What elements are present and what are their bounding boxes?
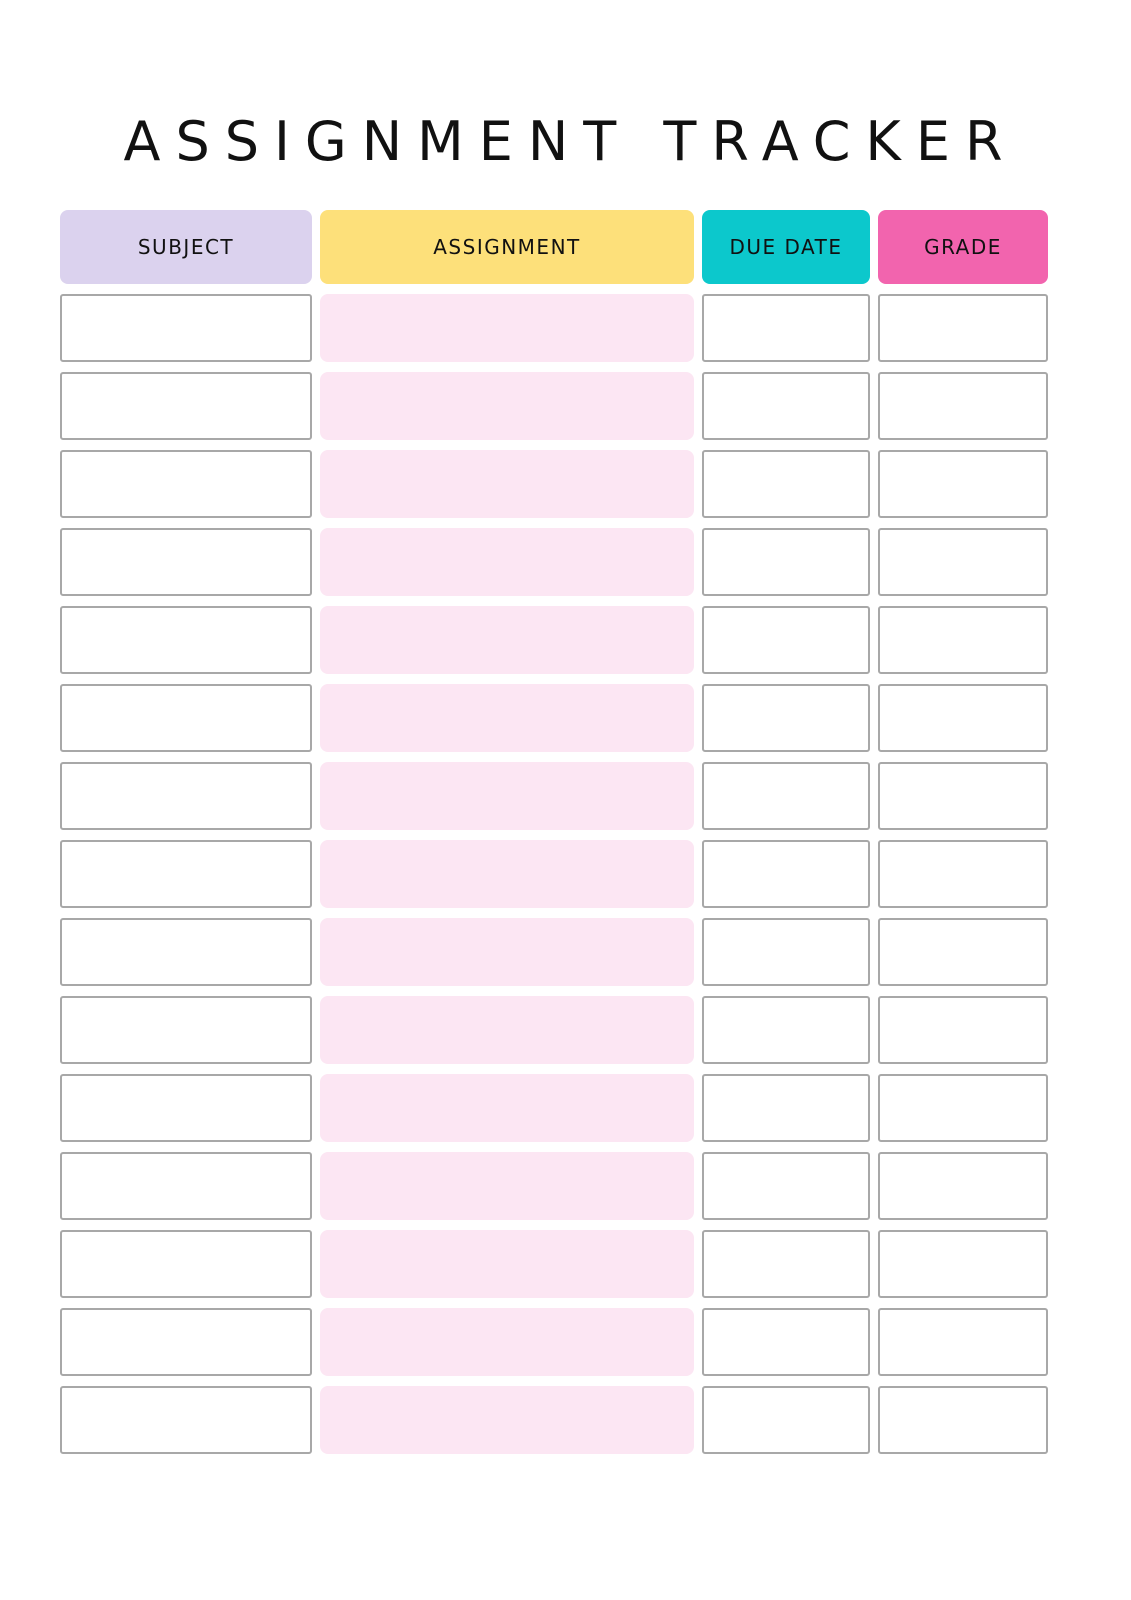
grade-cell[interactable] (878, 606, 1048, 674)
assignment-cell[interactable] (320, 684, 694, 752)
subject-cell[interactable] (60, 1230, 312, 1298)
grade-cell[interactable] (878, 1230, 1048, 1298)
subject-cell[interactable] (60, 840, 312, 908)
subject-cell[interactable] (60, 372, 312, 440)
due-date-cell[interactable] (702, 1152, 870, 1220)
assignment-cell[interactable] (320, 918, 694, 986)
assignment-cell[interactable] (320, 762, 694, 830)
grade-cell[interactable] (878, 1386, 1048, 1454)
subject-cell[interactable] (60, 684, 312, 752)
due-date-cell[interactable] (702, 372, 870, 440)
grade-cell[interactable] (878, 840, 1048, 908)
subject-cell[interactable] (60, 1152, 312, 1220)
due-date-cell[interactable] (702, 294, 870, 362)
assignment-cell[interactable] (320, 606, 694, 674)
due-date-cell[interactable] (702, 996, 870, 1064)
assignment-cell[interactable] (320, 996, 694, 1064)
grade-cell[interactable] (878, 762, 1048, 830)
grade-cell[interactable] (878, 528, 1048, 596)
grade-cell[interactable] (878, 1074, 1048, 1142)
grade-cell[interactable] (878, 372, 1048, 440)
due-date-cell[interactable] (702, 684, 870, 752)
subject-cell[interactable] (60, 450, 312, 518)
subject-cell[interactable] (60, 762, 312, 830)
column-header-due-date: DUE DATE (702, 210, 870, 284)
grade-cell[interactable] (878, 1308, 1048, 1376)
due-date-cell[interactable] (702, 1308, 870, 1376)
subject-cell[interactable] (60, 528, 312, 596)
due-date-cell[interactable] (702, 762, 870, 830)
subject-cell[interactable] (60, 1386, 312, 1454)
due-date-cell[interactable] (702, 528, 870, 596)
grade-cell[interactable] (878, 918, 1048, 986)
assignment-cell[interactable] (320, 1074, 694, 1142)
column-header-grade: GRADE (878, 210, 1048, 284)
assignment-cell[interactable] (320, 294, 694, 362)
assignment-cell[interactable] (320, 1308, 694, 1376)
assignment-cell[interactable] (320, 528, 694, 596)
subject-cell[interactable] (60, 606, 312, 674)
due-date-cell[interactable] (702, 450, 870, 518)
assignment-cell[interactable] (320, 372, 694, 440)
due-date-cell[interactable] (702, 840, 870, 908)
due-date-cell[interactable] (702, 606, 870, 674)
grade-cell[interactable] (878, 1152, 1048, 1220)
assignment-cell[interactable] (320, 450, 694, 518)
grade-cell[interactable] (878, 684, 1048, 752)
column-header-assignment: ASSIGNMENT (320, 210, 694, 284)
due-date-cell[interactable] (702, 1230, 870, 1298)
due-date-cell[interactable] (702, 1074, 870, 1142)
due-date-cell[interactable] (702, 918, 870, 986)
subject-cell[interactable] (60, 294, 312, 362)
subject-cell[interactable] (60, 996, 312, 1064)
assignment-cell[interactable] (320, 840, 694, 908)
subject-cell[interactable] (60, 1074, 312, 1142)
grade-cell[interactable] (878, 294, 1048, 362)
page-title: ASSIGNMENT TRACKER (123, 110, 1018, 173)
assignment-cell[interactable] (320, 1230, 694, 1298)
grade-cell[interactable] (878, 996, 1048, 1064)
grade-cell[interactable] (878, 450, 1048, 518)
subject-cell[interactable] (60, 1308, 312, 1376)
tracker-table: SUBJECT ASSIGNMENT DUE DATE GRADE (60, 210, 1048, 1454)
due-date-cell[interactable] (702, 1386, 870, 1454)
assignment-cell[interactable] (320, 1386, 694, 1454)
column-header-subject: SUBJECT (60, 210, 312, 284)
assignment-cell[interactable] (320, 1152, 694, 1220)
subject-cell[interactable] (60, 918, 312, 986)
